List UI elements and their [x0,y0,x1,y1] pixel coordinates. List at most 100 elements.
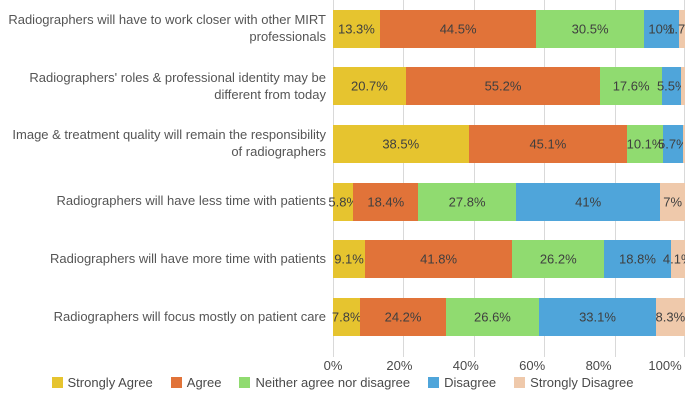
bar-segment-strongly-disagree: 7% [660,182,685,221]
data-label: 10% [648,21,675,37]
category-label: Radiographers will have more time with p… [49,251,326,267]
data-label: 41.8% [420,251,458,267]
bar-segment-strongly-disagree: 4.1% [663,240,685,279]
bar-segment-disagree: 5.5% [657,67,685,106]
legend-swatch-icon [170,377,182,388]
bar-segment-agree: 55.2% [405,67,601,106]
axis-tick [403,346,405,357]
data-label: 17.6% [612,78,650,94]
data-label: 10.1% [626,136,664,152]
legend-item: Strongly Disagree [514,375,634,390]
bar-segment-strongly-agree: 13.3% [333,9,380,48]
gridline [614,0,616,346]
data-label: 26.6% [474,309,511,325]
x-axis: 0% 20% 40% 60% 80% 100% [324,346,682,374]
bar-segment-strongly-disagree: 1.7% [667,9,685,48]
bar-segment-strongly-agree: 9.1% [333,240,366,279]
data-label: 5.7% [658,136,685,152]
data-label: 26.2% [539,251,577,267]
bar-segment-strongly-disagree [681,67,685,106]
data-label: 9.1% [334,251,364,267]
bar-row: 38.5% 45.1% 10.1% 5.7% [333,125,685,164]
data-label: 27.8% [448,194,486,210]
bar-segment-strongly-agree: 7.8% [331,298,362,337]
legend-item: Agree [170,375,222,390]
category-label: Radiographers will have less time with p… [56,193,326,209]
x-axis-tick-label: 20% [386,358,413,373]
bar-segment-neither-agree-nor-disagree: 26.6% [445,298,540,337]
category-label: Radiographers' roles & professional iden… [29,69,326,102]
bar-segment-neither-agree-nor-disagree: 27.8% [418,182,517,221]
legend-item: Strongly Agree [51,375,153,390]
plot-area: 13.3% 44.5% 30.5% 10%1.7% 20.7% 55.2% 17.6% 5.5… [328,0,685,357]
bar-segment-neither-agree-nor-disagree: 10.1% [626,125,664,164]
category-label: Radiographers will have to work closer w… [8,11,326,44]
data-label: 18.8% [619,251,656,267]
category-label: Radiographers will focus mostly on patie… [53,308,326,324]
gridline [544,0,546,346]
axis-tick [333,346,334,357]
bar-segment-strongly-agree: 5.8% [328,182,358,221]
data-label: 55.2% [484,78,522,94]
bar-row: 5.8% 18.4% 27.8% 41% 7% [328,182,685,221]
bar-segment-agree: 24.2% [360,298,446,337]
bar-segment-disagree: 10% [643,9,679,48]
x-axis-tick-label: 100% [648,358,682,373]
data-label: 45.1% [529,136,567,152]
bar-segment-neither-agree-nor-disagree: 26.2% [512,240,605,279]
data-label: 38.5% [382,136,420,152]
bar-segment-strongly-agree: 20.7% [333,67,406,106]
data-label: 44.5% [439,21,477,37]
legend-label: Disagree [444,375,497,390]
data-label: 30.5% [571,21,609,37]
legend-swatch-icon [428,377,440,388]
legend-swatch-icon [239,377,251,388]
legend-label: Strongly Agree [67,375,153,390]
data-label: 7% [663,194,683,210]
x-axis-tick-label: 40% [452,358,479,373]
bar-segment-strongly-disagree [682,125,685,164]
x-axis-tick-label: 60% [519,358,546,373]
gridline [403,0,405,346]
data-label: 8.3% [655,309,685,325]
x-axis-tick-label: 0% [323,358,343,373]
bar-segment-strongly-agree: 38.5% [333,125,469,164]
bar-segment-strongly-disagree: 8.3% [655,298,685,337]
bar-segment-neither-agree-nor-disagree: 17.6% [600,67,663,106]
data-label: 13.3% [337,21,375,37]
bar-series-container: 13.3% 44.5% 30.5% 10%1.7% 20.7% 55.2% 17.6% 5.5… [328,0,685,346]
bar-segment-neither-agree-nor-disagree: 30.5% [536,9,644,48]
legend: Strongly Agree Agree Neither agree nor dis… [0,375,685,390]
data-label: 24.2% [384,309,422,325]
bar-row: 9.1% 41.8% 26.2% 18.8% 4.1% [333,240,685,279]
bar-segment-agree: 45.1% [468,125,628,164]
legend-swatch-icon [514,377,526,388]
bar-segment-agree: 41.8% [365,240,513,279]
axis-tick [473,346,475,357]
axis-tick [544,346,546,357]
data-label: 41% [575,194,602,210]
data-label: 33.1% [579,309,616,325]
axis-tick [614,346,616,357]
chart-body: Radiographers will have to work closer w… [0,0,685,357]
bar-row: 20.7% 55.2% 17.6% 5.5% [333,67,685,106]
legend-label: Neither agree nor disagree [255,375,411,390]
category-axis-labels: Radiographers will have to work closer w… [0,0,333,346]
bar-segment-disagree: 33.1% [539,298,656,337]
legend-label: Strongly Disagree [530,375,634,390]
legend-item: Disagree [428,375,496,390]
category-label: Image & treatment quality will remain th… [12,127,326,160]
gridline [333,0,334,346]
data-label: 20.7% [350,78,388,94]
x-axis-tick-label: 80% [585,358,612,373]
bar-segment-agree: 44.5% [379,9,537,48]
bar-row: 13.3% 44.5% 30.5% 10%1.7% [333,9,685,48]
data-label: 18.4% [367,194,405,210]
legend-item: Neither agree nor disagree [239,375,410,390]
gridline [473,0,475,346]
data-label: 7.8% [331,309,362,325]
bar-row: 7.8% 24.2% 26.6% 33.1% 8.3% [331,298,685,337]
legend-label: Agree [186,375,222,390]
bar-segment-disagree: 5.7% [658,125,685,164]
